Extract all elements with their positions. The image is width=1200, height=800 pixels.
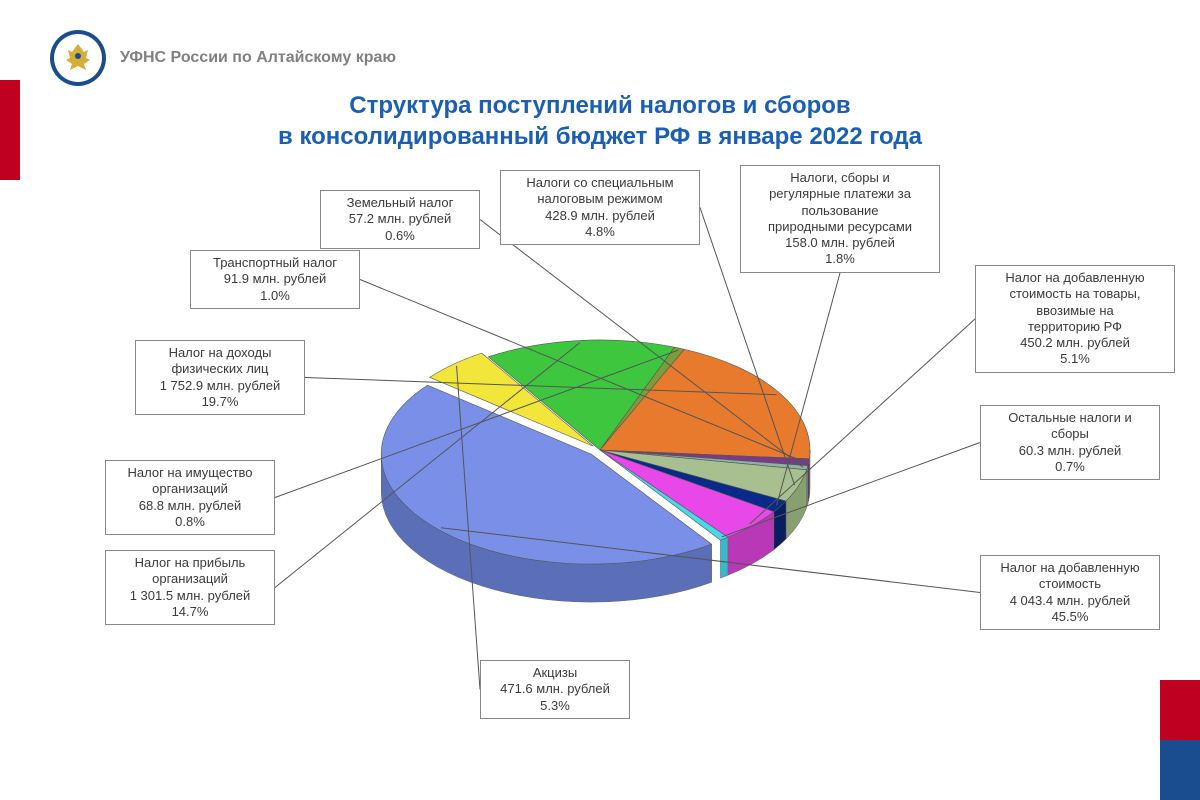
slice-label: Остальные налоги и сборы 60.3 млн. рубле…: [980, 405, 1160, 480]
slice-label: Акцизы 471.6 млн. рублей 5.3%: [480, 660, 630, 719]
slice-label: Налог на доходы физических лиц 1 752.9 м…: [135, 340, 305, 415]
slice-label: Земельный налог 57.2 млн. рублей 0.6%: [320, 190, 480, 249]
pie-slice-side: [720, 537, 727, 578]
slice-label: Налоги со специальным налоговым режимом …: [500, 170, 700, 245]
slice-label: Налог на добавленную стоимость 4 043.4 м…: [980, 555, 1160, 630]
slice-label: Транспортный налог 91.9 млн. рублей 1.0%: [190, 250, 360, 309]
slice-label: Налоги, сборы и регулярные платежи за по…: [740, 165, 940, 273]
slice-label: Налог на добавленную стоимость на товары…: [975, 265, 1175, 373]
slice-label: Налог на прибыль организаций 1 301.5 млн…: [105, 550, 275, 625]
slice-label: Налог на имущество организаций 68.8 млн.…: [105, 460, 275, 535]
